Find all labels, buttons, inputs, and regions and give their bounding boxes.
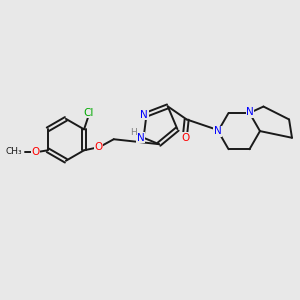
Text: Cl: Cl [84, 108, 94, 118]
Text: N: N [140, 110, 148, 119]
Text: O: O [181, 133, 189, 143]
Text: O: O [94, 142, 103, 152]
Text: O: O [32, 147, 40, 157]
Text: N: N [246, 107, 254, 117]
Text: N: N [137, 133, 145, 143]
Text: H: H [130, 128, 137, 137]
Text: CH₃: CH₃ [5, 147, 22, 156]
Text: N: N [214, 126, 221, 136]
